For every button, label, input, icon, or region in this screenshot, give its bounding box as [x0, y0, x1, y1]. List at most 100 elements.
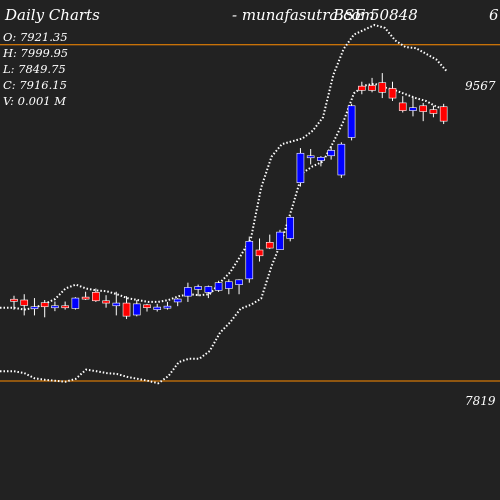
- candle-body: [347, 105, 356, 138]
- candle: [184, 282, 192, 302]
- candle-body: [10, 298, 18, 302]
- candle-body: [122, 302, 131, 317]
- candle: [235, 279, 243, 295]
- candle-body: [255, 249, 264, 257]
- candle-body: [40, 302, 49, 308]
- candle: [122, 296, 131, 320]
- candlestick-series: [10, 73, 448, 320]
- candle: [276, 229, 284, 250]
- candle: [439, 103, 448, 125]
- candle: [337, 142, 346, 178]
- candle: [255, 238, 264, 262]
- candle: [143, 303, 151, 312]
- candle: [194, 284, 202, 297]
- candle: [81, 291, 90, 300]
- candle: [419, 102, 428, 122]
- candle-body: [388, 88, 397, 99]
- candle: [409, 97, 417, 117]
- candle: [398, 96, 407, 113]
- candle-body: [378, 82, 387, 93]
- candle: [245, 236, 254, 283]
- candle: [286, 216, 295, 242]
- candle-body: [71, 297, 80, 309]
- candle: [30, 298, 39, 316]
- candle-body: [358, 85, 366, 91]
- candle-body: [419, 105, 428, 112]
- candle: [358, 81, 366, 95]
- candle-body: [30, 306, 39, 310]
- close-value: C: 7916.15: [3, 78, 67, 92]
- candle-body: [20, 299, 29, 306]
- candle-body: [235, 279, 243, 285]
- candle-body: [92, 292, 100, 302]
- candle-body: [81, 296, 90, 300]
- candle: [153, 303, 162, 312]
- candle-body: [225, 281, 233, 289]
- candle: [347, 103, 356, 141]
- candle-body: [102, 300, 110, 304]
- candle: [265, 234, 274, 250]
- volume-value: V: 0.001 M: [3, 94, 67, 108]
- candle-body: [398, 102, 407, 111]
- candle: [204, 285, 213, 299]
- candle-body: [296, 152, 305, 183]
- candle-body: [153, 306, 162, 310]
- chart-source: - munafasutra.com: [232, 6, 375, 24]
- candle-body: [184, 287, 192, 297]
- open-value: O: 7921.35: [3, 30, 68, 44]
- candle-body: [143, 304, 151, 308]
- chart-extra-label: 6: [489, 6, 499, 24]
- candle: [163, 301, 172, 310]
- candle-body: [132, 303, 141, 316]
- candle: [327, 146, 335, 160]
- candle-body: [112, 302, 121, 307]
- low-value: L: 7849.75: [3, 62, 66, 76]
- candle-body: [409, 107, 417, 111]
- candle-body: [306, 155, 315, 159]
- candle: [306, 149, 315, 165]
- candle: [112, 291, 121, 316]
- bollinger-lower-band: [0, 82, 447, 385]
- bollinger-upper-band: [0, 23, 448, 311]
- candle: [40, 300, 49, 318]
- candle: [296, 148, 305, 187]
- chart-title: Daily Charts: [5, 6, 100, 24]
- candle: [20, 294, 29, 316]
- candle: [71, 297, 80, 310]
- candle: [317, 156, 325, 167]
- candle-body: [214, 282, 223, 291]
- candle-body: [317, 157, 325, 161]
- candle: [10, 295, 18, 310]
- candle-body: [276, 231, 284, 250]
- candle-body: [61, 305, 69, 309]
- candle: [51, 301, 59, 312]
- upper-level-label: 9567: [465, 79, 496, 93]
- candle-body: [194, 286, 202, 290]
- candle: [388, 81, 397, 101]
- candle-body: [245, 241, 254, 280]
- candle-body: [439, 106, 448, 122]
- high-value: H: 7999.95: [3, 46, 69, 60]
- chart-symbol: BSE 50848: [333, 6, 418, 24]
- candle: [225, 279, 233, 295]
- candle: [102, 295, 110, 308]
- candle-body: [327, 150, 335, 157]
- candle: [173, 298, 182, 307]
- candle-body: [51, 305, 59, 309]
- candle: [132, 300, 141, 317]
- candle-body: [265, 242, 274, 249]
- candle-body: [204, 286, 213, 293]
- candle: [429, 105, 438, 118]
- candle: [368, 77, 376, 93]
- candle-body: [286, 217, 295, 239]
- lower-level-label: 7819: [465, 394, 496, 408]
- candle-body: [163, 305, 172, 309]
- candle-body: [368, 85, 376, 91]
- candle-body: [429, 109, 438, 114]
- candle: [92, 288, 100, 302]
- candle-body: [337, 143, 346, 176]
- candle: [378, 73, 387, 99]
- candle: [61, 301, 69, 310]
- candle-body: [173, 298, 182, 303]
